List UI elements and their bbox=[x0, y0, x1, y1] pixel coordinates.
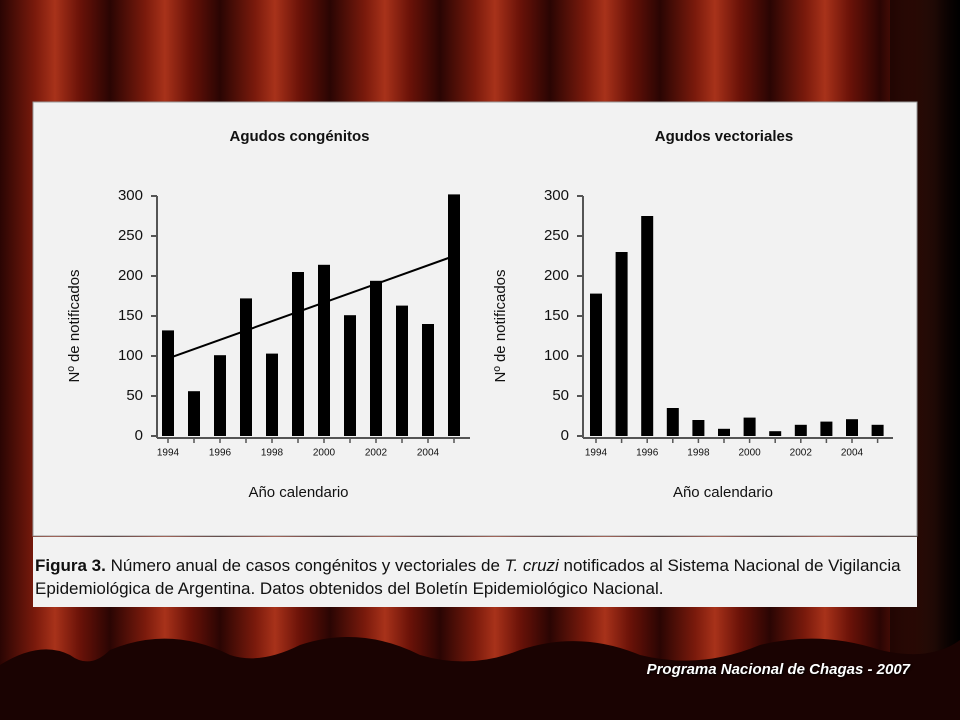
x-tick-label: 1998 bbox=[687, 448, 710, 459]
bar bbox=[266, 353, 278, 436]
y-tick-label: 0 bbox=[135, 427, 143, 444]
x-tick-label: 2000 bbox=[738, 448, 761, 459]
caption-species: T. cruzi bbox=[504, 556, 559, 575]
bar bbox=[718, 428, 730, 436]
x-axis-label: Año calendario bbox=[248, 484, 348, 501]
x-tick-label: 1998 bbox=[261, 448, 284, 459]
y-tick-label: 250 bbox=[118, 227, 143, 244]
x-tick-label: 1996 bbox=[636, 448, 659, 459]
bar bbox=[370, 280, 382, 436]
curtain-drape bbox=[0, 637, 960, 720]
x-tick-label: 1996 bbox=[209, 448, 232, 459]
x-tick-label: 2004 bbox=[417, 448, 440, 459]
bar bbox=[396, 305, 408, 436]
bar bbox=[615, 252, 628, 436]
bar bbox=[188, 391, 200, 436]
caption-text: notificados al Sistema Nacional de Vigil… bbox=[35, 556, 901, 598]
chart-title: Agudos vectoriales bbox=[655, 128, 793, 145]
bar bbox=[871, 424, 884, 436]
x-tick-label: 2002 bbox=[365, 448, 388, 459]
caption: Figura 3. Número anual de casos congénit… bbox=[33, 537, 917, 607]
y-axis-label: Nº de notificados bbox=[492, 269, 509, 382]
bar bbox=[162, 330, 174, 436]
bar bbox=[318, 264, 330, 436]
trend-line bbox=[167, 255, 455, 360]
y-tick-label: 150 bbox=[544, 307, 569, 324]
bar bbox=[422, 324, 434, 436]
bar bbox=[214, 355, 226, 436]
bar bbox=[292, 272, 304, 436]
bar bbox=[692, 420, 705, 436]
bar bbox=[448, 194, 460, 436]
y-tick-label: 100 bbox=[118, 347, 143, 364]
x-tick-label: 1994 bbox=[585, 448, 608, 459]
y-tick-label: 0 bbox=[561, 427, 569, 444]
y-tick-label: 50 bbox=[126, 387, 143, 404]
x-tick-label: 2004 bbox=[841, 448, 864, 459]
y-tick-label: 250 bbox=[544, 227, 569, 244]
y-tick-label: 200 bbox=[118, 267, 143, 284]
bar bbox=[641, 216, 654, 436]
figure-panel bbox=[32, 101, 918, 537]
bar bbox=[743, 417, 756, 436]
x-tick-label: 1994 bbox=[157, 448, 180, 459]
y-tick-label: 300 bbox=[118, 187, 143, 204]
bar bbox=[344, 315, 356, 436]
bar bbox=[590, 293, 602, 436]
footer: Programa Nacional de Chagas - 2007 bbox=[646, 661, 910, 678]
bar bbox=[846, 419, 858, 436]
bar bbox=[240, 298, 252, 436]
bar bbox=[794, 424, 807, 436]
caption-text: Número anual de casos congénitos y vecto… bbox=[105, 556, 505, 575]
bar bbox=[820, 421, 833, 436]
y-tick-label: 100 bbox=[544, 347, 569, 364]
y-tick-label: 300 bbox=[544, 187, 569, 204]
y-tick-label: 50 bbox=[552, 387, 569, 404]
bar bbox=[769, 431, 782, 436]
caption-label: Figura 3. bbox=[35, 556, 106, 575]
y-axis-label: Nº de notificados bbox=[66, 269, 83, 382]
bar bbox=[666, 408, 679, 436]
y-tick-label: 150 bbox=[118, 307, 143, 324]
x-tick-label: 2000 bbox=[313, 448, 336, 459]
x-tick-label: 2002 bbox=[790, 448, 813, 459]
chart-title: Agudos congénitos bbox=[230, 128, 370, 145]
x-axis-label: Año calendario bbox=[673, 484, 773, 501]
y-tick-label: 200 bbox=[544, 267, 569, 284]
